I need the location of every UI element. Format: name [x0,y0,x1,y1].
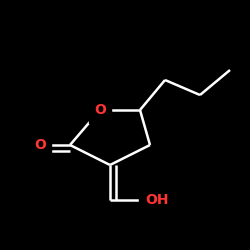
Text: OH: OH [145,193,169,207]
Text: O: O [34,138,46,152]
Text: O: O [94,103,106,117]
